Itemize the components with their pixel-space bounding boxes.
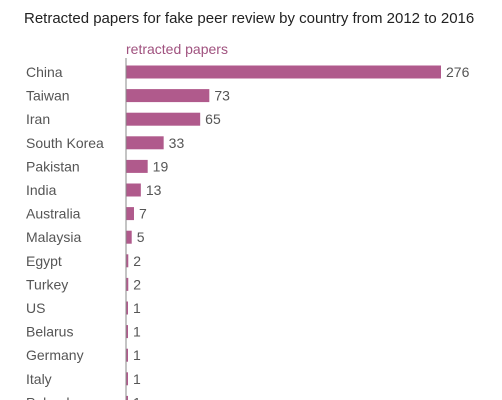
bar: [126, 112, 201, 126]
category-label: India: [26, 182, 57, 198]
category-label: Malaysia: [26, 229, 81, 245]
value-label: 33: [169, 135, 185, 151]
chart-title: Retracted papers for fake peer review by…: [24, 10, 475, 27]
series-label: retracted papers: [126, 41, 228, 57]
category-label: Iran: [26, 111, 50, 127]
bar: [126, 207, 134, 221]
value-label: 276: [446, 64, 470, 80]
category-label: Pakistan: [26, 158, 80, 174]
category-label: Germany: [26, 347, 84, 363]
value-label: 73: [214, 88, 230, 104]
bar: [126, 325, 128, 339]
category-label: Belarus: [26, 324, 73, 340]
value-label: 7: [139, 206, 147, 222]
value-label: 5: [137, 229, 145, 245]
value-label: 13: [146, 182, 162, 198]
bar: [126, 230, 132, 244]
value-label: 1: [133, 300, 141, 316]
category-label: Australia: [26, 206, 81, 222]
category-label: Taiwan: [26, 88, 70, 104]
value-label: 1: [133, 394, 141, 400]
value-label: 65: [205, 111, 221, 127]
bar: [126, 136, 164, 150]
bar: [126, 395, 128, 400]
category-label: Egypt: [26, 253, 62, 269]
bar: [126, 183, 141, 197]
bar: [126, 89, 210, 103]
bar: [126, 277, 129, 291]
bar: [126, 348, 128, 362]
category-label: South Korea: [26, 135, 104, 151]
category-label: Italy: [26, 371, 52, 387]
bar: [126, 159, 148, 173]
bar: [126, 65, 441, 79]
value-label: 19: [153, 158, 169, 174]
bars-layer: China 276 Taiwan 73 Iran 65 South Korea 33 Pakis…: [26, 64, 470, 400]
bar: [126, 254, 129, 268]
value-label: 2: [133, 253, 141, 269]
category-label: Poland: [26, 394, 70, 400]
value-label: 1: [133, 347, 141, 363]
value-label: 2: [133, 276, 141, 292]
value-label: 1: [133, 324, 141, 340]
category-label: China: [26, 64, 63, 80]
bar: [126, 372, 128, 386]
category-label: Turkey: [26, 276, 68, 292]
value-label: 1: [133, 371, 141, 387]
bar: [126, 301, 128, 315]
category-label: US: [26, 300, 45, 316]
